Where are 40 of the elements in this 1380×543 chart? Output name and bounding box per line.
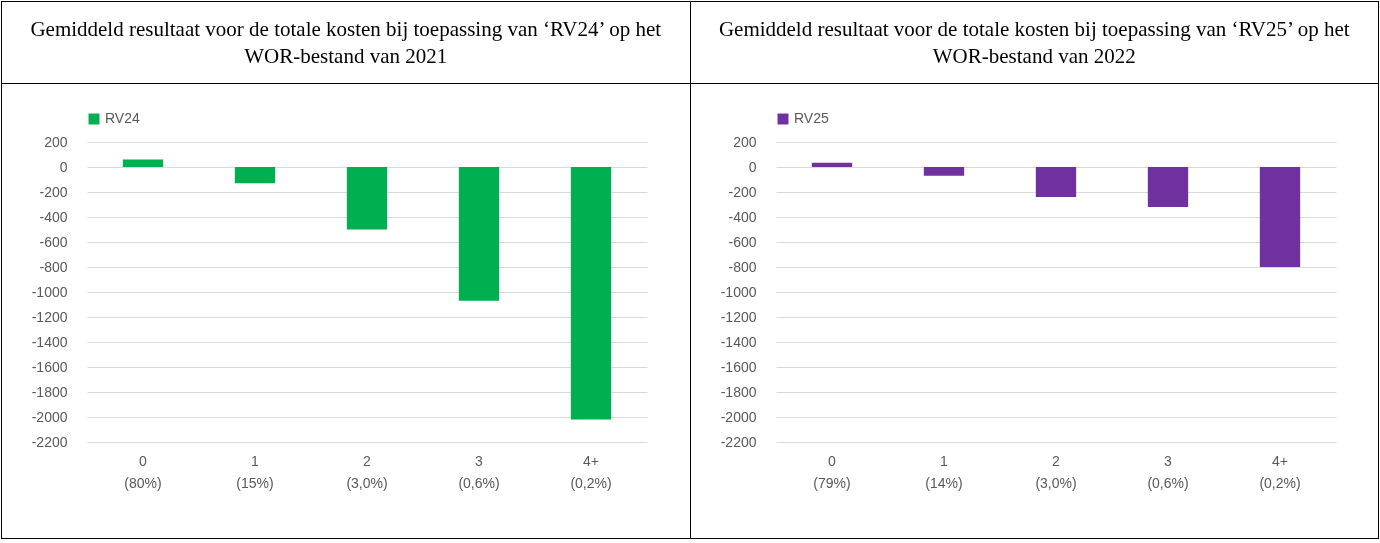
- y-tick-label: -1600: [720, 358, 757, 375]
- x-tick-label: 2 (3,0%): [346, 452, 388, 491]
- legend-label: RV25: [793, 110, 829, 126]
- y-tick-label: -1000: [31, 283, 68, 300]
- x-tick-label: 4+ (0,2%): [570, 452, 612, 491]
- y-tick-label: -2200: [31, 433, 68, 450]
- y-tick-label: -800: [39, 258, 68, 275]
- y-tick-label: -2200: [720, 433, 757, 450]
- y-tick-label: -1400: [720, 333, 757, 350]
- y-tick-label: -1800: [31, 383, 68, 400]
- chart-title: Gemiddeld resultaat voor de totale kosten bij toepassing van ‘RV25’ op het WOR-bestand van 2022: [690, 1, 1379, 84]
- y-tick-label: 200: [732, 133, 757, 150]
- y-tick-label: -400: [39, 208, 68, 225]
- x-tick-label: 2 (3,0%): [1034, 452, 1077, 491]
- y-tick-label: -800: [727, 258, 757, 275]
- x-tick-label: 0 (79%): [812, 452, 851, 491]
- x-tick-label: 3 (0,6%): [458, 452, 500, 491]
- y-tick-label: 0: [59, 158, 68, 175]
- chart-title: Gemiddeld resultaat voor de totale kosten bij toepassing van ‘RV24’ op het WOR-bestand van 2021: [1, 1, 690, 84]
- y-tick-label: -2000: [720, 408, 757, 425]
- y-tick-label: -1000: [720, 283, 757, 300]
- y-tick-label: -1400: [31, 333, 68, 350]
- y-tick-label: -1200: [720, 308, 757, 325]
- y-tick-label: -1800: [720, 383, 757, 400]
- x-tick-label: 0 (80%): [124, 452, 162, 491]
- y-tick-label: -400: [727, 208, 757, 225]
- y-tick-label: -200: [727, 183, 757, 200]
- y-tick-label: -600: [727, 233, 757, 250]
- x-tick-label: 3 (0,6%): [1146, 452, 1189, 491]
- y-tick-label: -600: [39, 233, 68, 250]
- y-tick-label: 200: [44, 133, 68, 150]
- x-tick-label: 4+ (0,2%): [1258, 452, 1301, 491]
- y-tick-label: -1600: [31, 358, 68, 375]
- y-tick-label: -2000: [31, 408, 68, 425]
- legend-label: RV24: [105, 110, 140, 126]
- y-tick-label: -1200: [31, 308, 68, 325]
- y-tick-label: 0: [748, 158, 757, 175]
- x-tick-label: 1 (15%): [236, 452, 274, 491]
- y-tick-label: -200: [39, 183, 68, 200]
- x-tick-label: 1 (14%): [924, 452, 963, 491]
